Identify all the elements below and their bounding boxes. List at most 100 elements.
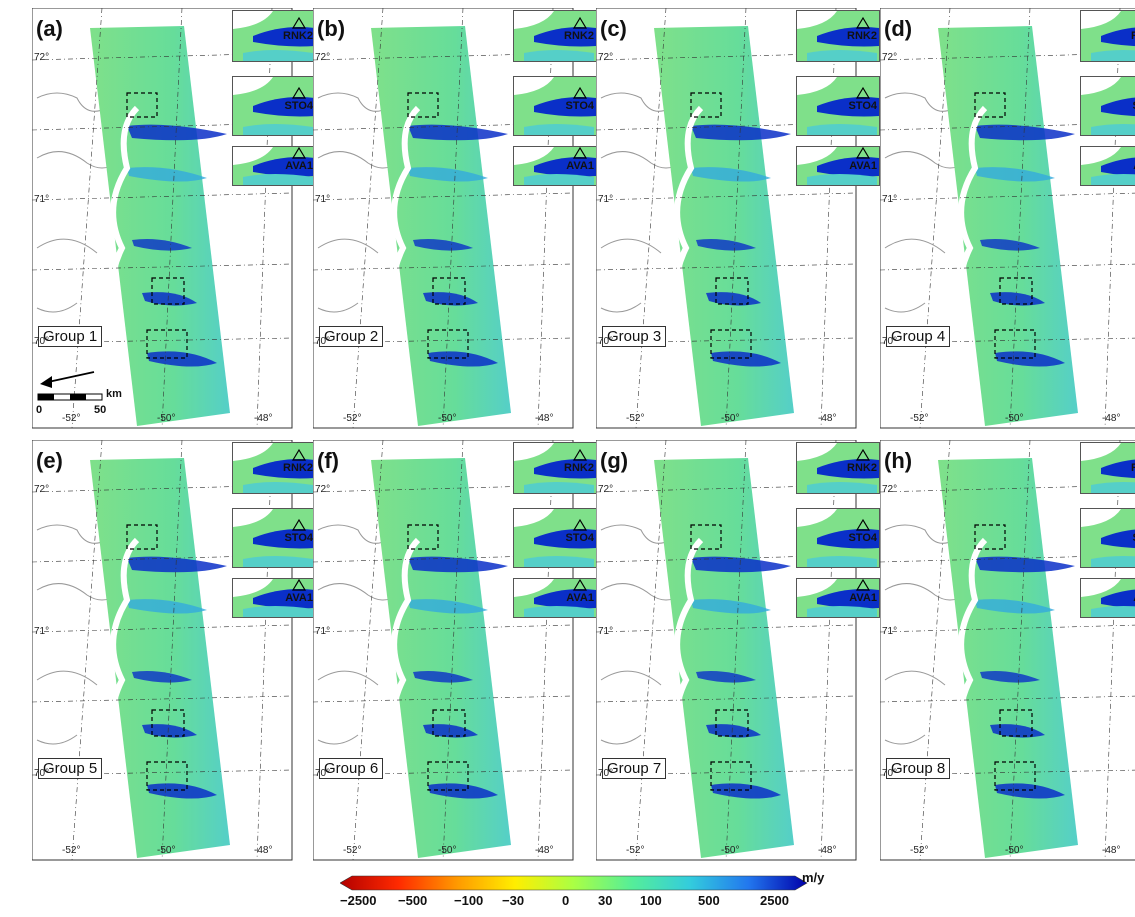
group-label: Group 1 xyxy=(38,326,103,347)
map-panel-e: (e) Group 5 72° 71° 70° -52° -50° -48° RNK2 STO… xyxy=(32,440,316,868)
longitude-label: -50° xyxy=(1005,845,1024,856)
station-label: RNK2 xyxy=(283,462,313,474)
group-label: Group 6 xyxy=(319,758,384,779)
colorbar-tick: 500 xyxy=(698,893,720,908)
inset-sto4: STO4 xyxy=(513,76,597,136)
velocity-map xyxy=(880,440,1135,861)
latitude-label: 72° xyxy=(598,52,614,63)
longitude-label: -48° xyxy=(535,413,554,424)
inset-ava1: AVA1 xyxy=(1080,146,1135,186)
scalebar-start: 0 xyxy=(36,404,43,416)
longitude-label: -50° xyxy=(721,413,740,424)
latitude-label: 70° xyxy=(315,768,331,779)
colorbar-tick: 0 xyxy=(562,893,570,908)
velocity-map xyxy=(596,8,857,429)
station-label: RNK2 xyxy=(847,462,877,474)
station-label: AVA1 xyxy=(285,160,313,172)
longitude-label: -50° xyxy=(157,845,176,856)
velocity-map xyxy=(313,8,574,429)
panel-letter: (g) xyxy=(600,448,629,473)
longitude-label: -52° xyxy=(62,413,81,424)
inset-ava1: AVA1 xyxy=(513,578,597,618)
latitude-label: 71° xyxy=(598,626,614,637)
longitude-label: -48° xyxy=(818,413,837,424)
longitude-label: -52° xyxy=(62,845,81,856)
velocity-map xyxy=(313,440,574,861)
colorbar-tick: 2500 xyxy=(760,893,789,908)
inset-sto4: STO4 xyxy=(1080,508,1135,568)
group-label: Group 8 xyxy=(886,758,951,779)
longitude-label: -50° xyxy=(1005,413,1024,424)
group-label: Group 2 xyxy=(319,326,384,347)
station-label: RNK2 xyxy=(847,30,877,42)
colorbar-gradient xyxy=(339,875,808,891)
panel-letter: (h) xyxy=(884,448,913,473)
map-panel-a: (a) Group 1 72° 71° 70° -52° -50° -48° RNK2 STO… xyxy=(32,8,316,436)
latitude-label: 71° xyxy=(34,626,50,637)
latitude-label: 71° xyxy=(882,626,898,637)
panel-letter: (f) xyxy=(317,448,339,473)
velocity-map xyxy=(880,8,1135,429)
panel-letter: (c) xyxy=(600,16,627,41)
inset-sto4: STO4 xyxy=(796,508,880,568)
station-label: RNK2 xyxy=(564,30,594,42)
station-label: AVA1 xyxy=(849,592,877,604)
latitude-label: 71° xyxy=(34,194,50,205)
group-label: Group 3 xyxy=(602,326,667,347)
panel-letter: (e) xyxy=(36,448,63,473)
map-panel-b: (b) Group 2 72° 71° 70° -52° -50° -48° RNK2 STO… xyxy=(313,8,597,436)
latitude-label: 72° xyxy=(315,52,331,63)
latitude-label: 71° xyxy=(315,194,331,205)
colorbar-unit: m/y xyxy=(802,870,825,885)
map-panel-f: (f) Group 6 72° 71° 70° -52° -50° -48° RNK2 STO… xyxy=(313,440,597,868)
latitude-label: 72° xyxy=(34,52,50,63)
station-label: AVA1 xyxy=(849,160,877,172)
latitude-label: 70° xyxy=(315,336,331,347)
inset-rnk2: RNK2 xyxy=(513,442,597,494)
station-label: RNK2 xyxy=(564,462,594,474)
flow-direction-arrow-icon xyxy=(37,371,103,401)
longitude-label: -50° xyxy=(157,413,176,424)
station-label: AVA1 xyxy=(566,160,594,172)
map-panel-c: (c) Group 3 72° 71° 70° -52° -50° -48° RNK2 STO… xyxy=(596,8,880,436)
station-label: AVA1 xyxy=(1133,592,1135,604)
inset-ava1: AVA1 xyxy=(796,578,880,618)
group-label: Group 4 xyxy=(886,326,951,347)
colorbar-tick: 100 xyxy=(640,893,662,908)
station-label: STO4 xyxy=(284,100,313,112)
station-label: STO4 xyxy=(848,532,877,544)
scalebar-unit: km xyxy=(106,388,122,400)
longitude-label: -52° xyxy=(626,413,645,424)
latitude-label: 72° xyxy=(882,484,898,495)
longitude-label: -48° xyxy=(1102,413,1121,424)
inset-sto4: STO4 xyxy=(232,508,316,568)
station-label: STO4 xyxy=(565,100,594,112)
longitude-label: -48° xyxy=(254,845,273,856)
panel-letter: (b) xyxy=(317,16,346,41)
inset-ava1: AVA1 xyxy=(796,146,880,186)
latitude-label: 70° xyxy=(882,768,898,779)
latitude-label: 72° xyxy=(315,484,331,495)
station-label: STO4 xyxy=(848,100,877,112)
station-label: STO4 xyxy=(284,532,313,544)
map-panel-g: (g) Group 7 72° 71° 70° -52° -50° -48° RNK2 STO… xyxy=(596,440,880,868)
inset-rnk2: RNK2 xyxy=(1080,442,1135,494)
inset-rnk2: RNK2 xyxy=(513,10,597,62)
inset-ava1: AVA1 xyxy=(1080,578,1135,618)
longitude-label: -50° xyxy=(438,845,457,856)
flow-arrow-and-scalebar: 0 50 km xyxy=(32,358,142,428)
station-label: AVA1 xyxy=(1133,160,1135,172)
inset-sto4: STO4 xyxy=(1080,76,1135,136)
colorbar-tick: 30 xyxy=(598,893,613,908)
group-label: Group 5 xyxy=(38,758,103,779)
inset-ava1: AVA1 xyxy=(513,146,597,186)
latitude-label: 71° xyxy=(882,194,898,205)
longitude-label: -48° xyxy=(1102,845,1121,856)
longitude-label: -52° xyxy=(910,845,929,856)
group-label: Group 7 xyxy=(602,758,667,779)
panel-letter: (a) xyxy=(36,16,63,41)
station-label: STO4 xyxy=(1132,100,1135,112)
longitude-label: -52° xyxy=(910,413,929,424)
latitude-label: 72° xyxy=(882,52,898,63)
inset-rnk2: RNK2 xyxy=(232,10,316,62)
